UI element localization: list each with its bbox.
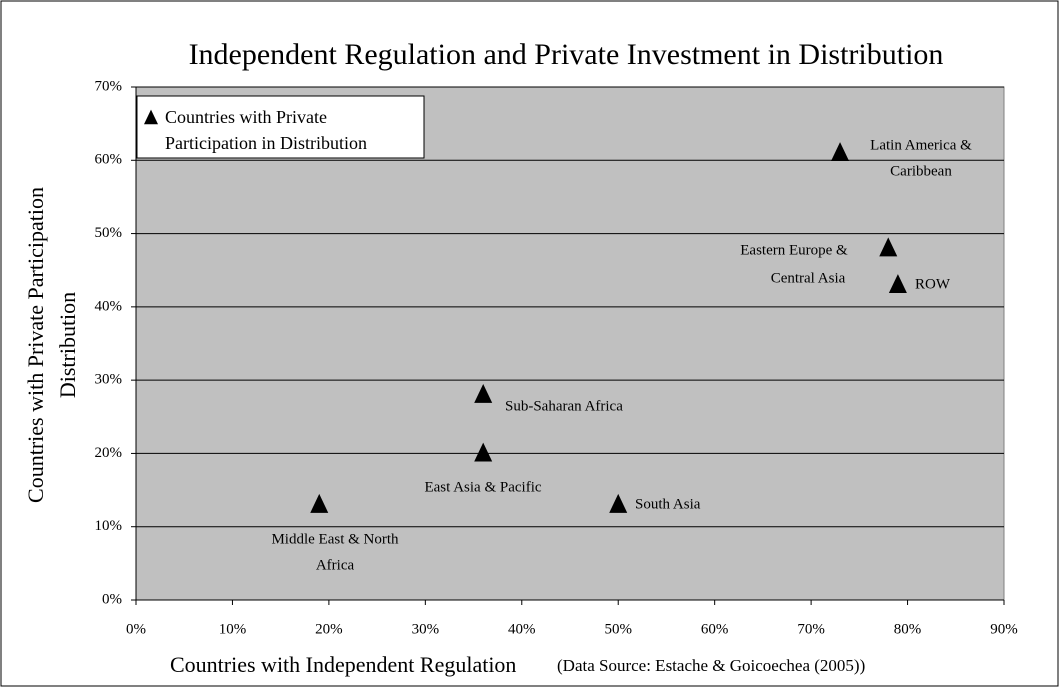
y-tick-label: 40% xyxy=(95,298,123,314)
legend-box xyxy=(136,95,425,159)
x-tick-label: 60% xyxy=(701,621,729,637)
legend-label: Countries with Private Participation in … xyxy=(165,107,367,153)
point-label: Africa xyxy=(316,557,355,573)
y-tick-label: 60% xyxy=(95,152,123,168)
y-tick-label: 20% xyxy=(95,445,123,461)
point xyxy=(474,442,493,462)
y-tick-label: 70% xyxy=(95,78,123,94)
point-label: Sub-Saharan Africa xyxy=(505,398,623,414)
x-tick-label: 80% xyxy=(894,621,922,637)
y-tick-label: 10% xyxy=(95,518,123,534)
point-label: South Asia xyxy=(635,496,701,512)
x-tick-label: 90% xyxy=(990,621,1018,637)
legend: Countries with Private Participation in … xyxy=(136,95,425,159)
point-label: ROW xyxy=(915,276,951,292)
point-label: Latin America & xyxy=(870,137,972,153)
y-tick-label: 50% xyxy=(95,225,123,241)
point xyxy=(609,493,628,513)
legend-label-box: Countries with Private Participation in … xyxy=(165,107,367,153)
y-axis-label: Countries with Private Participation xyxy=(23,187,48,503)
point-label: Caribbean xyxy=(890,163,952,179)
legend-marker xyxy=(144,109,158,125)
x-tick-label: 40% xyxy=(508,621,536,637)
point xyxy=(879,237,898,257)
point-label: Eastern Europe & xyxy=(740,242,848,258)
x-tick-label: 30% xyxy=(412,621,440,637)
x-tick-label: 70% xyxy=(797,621,825,637)
point xyxy=(831,142,850,162)
y-tick-label: 30% xyxy=(95,372,123,388)
chart-title: Independent Regulation and Private Inves… xyxy=(189,38,944,71)
y-tick-label: 0% xyxy=(102,591,122,607)
x-tick-label: 50% xyxy=(604,621,632,637)
point-label: Central Asia xyxy=(771,270,846,286)
y-axis-label: Distribution xyxy=(55,292,80,398)
source-note: (Data Source: Estache & Goicoechea (2005… xyxy=(557,656,865,675)
point-label: Middle East & North xyxy=(271,531,399,547)
x-tick-label: 10% xyxy=(219,621,247,637)
point xyxy=(474,384,493,403)
point xyxy=(310,493,329,513)
x-tick-label: 20% xyxy=(315,621,343,637)
point xyxy=(888,274,907,293)
plot-area xyxy=(135,86,1005,601)
point-label: East Asia & Pacific xyxy=(424,479,541,495)
x-axis-label: Countries with Independent Regulation xyxy=(170,652,516,677)
x-tick-label: 0% xyxy=(126,621,146,637)
